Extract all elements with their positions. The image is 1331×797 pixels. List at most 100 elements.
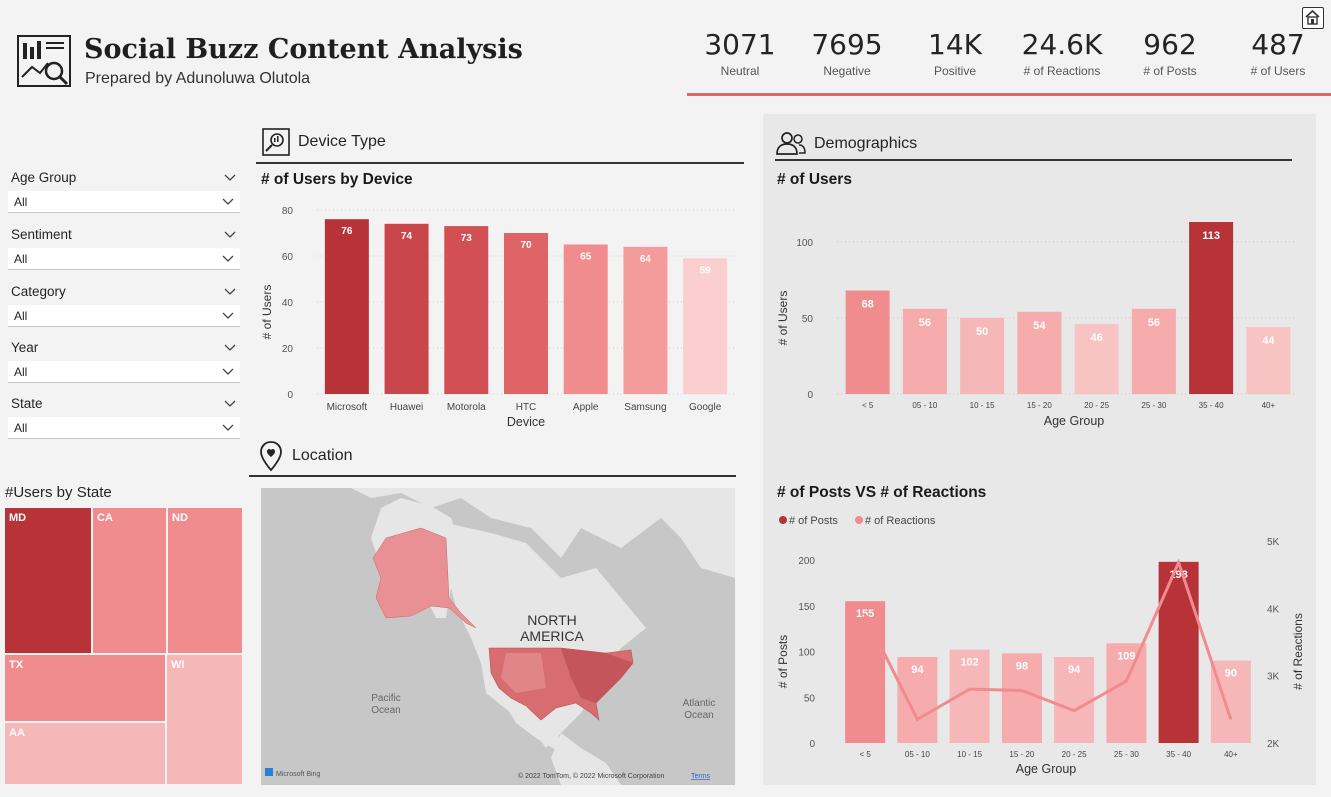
slicer-dropdown[interactable]: All	[8, 417, 240, 439]
bar[interactable]	[845, 290, 890, 394]
section-divider	[775, 159, 1292, 161]
y-axis-label: # of Users	[260, 285, 274, 340]
x-tick-label: Google	[689, 402, 722, 413]
data-label: 74	[401, 231, 413, 242]
map-region-alaska[interactable]	[372, 527, 477, 629]
bar[interactable]	[1054, 656, 1095, 743]
treemap-cell-wi[interactable]: WI	[166, 654, 243, 785]
bar[interactable]	[1189, 222, 1234, 394]
data-label: 44	[1262, 335, 1275, 347]
bar[interactable]	[960, 317, 1005, 394]
x-tick-label: Microsoft	[327, 402, 368, 413]
treemap-cell-label: TX	[9, 659, 24, 671]
bar[interactable]	[623, 246, 668, 394]
kpi-label: # of Reactions	[1023, 64, 1101, 78]
slicer-sentiment[interactable]: Sentiment All	[8, 224, 240, 270]
users-by-age-bar-chart: 0 50 100 68 < 5 56 05 - 10 50 10 - 15 54 15 - 20 46…	[776, 222, 1295, 428]
home-icon[interactable]	[1302, 7, 1324, 29]
map-label-ocean: Atlantic	[683, 698, 716, 709]
y-tick-label: 100	[798, 648, 815, 659]
treemap-cell-ca[interactable]: CA	[92, 507, 167, 654]
bar[interactable]	[1246, 327, 1291, 394]
legend-marker	[779, 516, 787, 524]
y-tick-label: 150	[798, 602, 815, 613]
bar[interactable]	[444, 226, 489, 394]
bar[interactable]	[324, 219, 369, 394]
treemap-cell-tx[interactable]: TX	[4, 654, 166, 722]
slicer-category[interactable]: Category All	[8, 281, 240, 327]
chevron-down-icon[interactable]	[222, 417, 234, 439]
data-label: 64	[640, 254, 652, 265]
chevron-down-icon[interactable]	[222, 248, 234, 270]
reactions-line[interactable]	[863, 558, 1233, 722]
y2-tick-label: 4K	[1267, 604, 1280, 615]
bar[interactable]	[683, 258, 728, 394]
legend-label[interactable]: # of Reactions	[865, 515, 936, 527]
slicer-dropdown[interactable]: All	[8, 191, 240, 213]
bar[interactable]	[1131, 308, 1176, 394]
kpi-users: 487 # of Users	[1223, 28, 1331, 78]
chevron-down-icon[interactable]	[224, 281, 236, 303]
slicer-age-group[interactable]: Age Group All	[8, 167, 240, 213]
treemap-cell-nd[interactable]: ND	[167, 507, 243, 654]
slicer-label: Age Group	[11, 170, 77, 185]
map-terms-link[interactable]: Terms	[691, 773, 711, 780]
slicer-dropdown[interactable]: All	[8, 361, 240, 383]
kpi-label: Positive	[933, 64, 977, 78]
chevron-down-icon[interactable]	[222, 191, 234, 213]
bing-logo-icon	[265, 768, 273, 776]
chevron-down-icon[interactable]	[224, 393, 236, 415]
x-tick-label: Apple	[573, 402, 599, 413]
bar[interactable]	[1210, 660, 1251, 743]
bar[interactable]	[1074, 323, 1119, 394]
data-label: 50	[976, 326, 988, 338]
section-divider	[256, 162, 744, 164]
device-search-icon	[262, 128, 290, 156]
bar[interactable]	[563, 244, 608, 395]
slicer-year[interactable]: Year All	[8, 337, 240, 383]
y-tick-label: 80	[282, 206, 294, 217]
bar[interactable]	[504, 233, 548, 394]
bar[interactable]	[897, 656, 938, 743]
slicer-value: All	[14, 252, 28, 266]
section-divider	[249, 475, 736, 477]
slicer-dropdown[interactable]: All	[8, 305, 240, 327]
chevron-down-icon[interactable]	[224, 337, 236, 359]
chevron-down-icon[interactable]	[224, 224, 236, 246]
location-map[interactable]: NORTH AMERICA Pacific Ocean Atlantic Oce…	[261, 488, 735, 785]
treemap-cell-md[interactable]: MD	[4, 507, 92, 654]
page-title: Social Buzz Content Analysis	[84, 34, 523, 65]
bar[interactable]	[902, 308, 947, 394]
treemap-cell-aa[interactable]: AA	[4, 722, 166, 785]
map-brand: Microsoft Bing	[276, 771, 320, 778]
y-tick-label: 0	[287, 390, 293, 401]
chevron-down-icon[interactable]	[224, 167, 236, 189]
map-copyright: © 2022 TomTom, © 2022 Microsoft Corporat…	[518, 772, 664, 780]
data-label: 94	[1068, 664, 1081, 676]
slicer-label: Sentiment	[11, 227, 72, 242]
y-tick-label: 0	[807, 390, 813, 401]
x-tick-label: Motorola	[447, 402, 486, 413]
chevron-down-icon[interactable]	[222, 361, 234, 383]
bar[interactable]	[1001, 653, 1042, 743]
y-tick-label: 20	[282, 344, 294, 355]
chart-title-posts-reactions: # of Posts VS # of Reactions	[777, 484, 987, 501]
bar[interactable]	[845, 601, 886, 743]
bar[interactable]	[1158, 561, 1199, 743]
bar[interactable]	[1106, 643, 1147, 743]
treemap-cell-label: AA	[9, 727, 25, 739]
legend-marker	[855, 516, 863, 524]
slicer-state[interactable]: State All	[8, 393, 240, 439]
chevron-down-icon[interactable]	[222, 305, 234, 327]
kpi-value: 487	[1251, 28, 1305, 61]
x-tick-label: < 5	[859, 750, 871, 759]
slicer-dropdown[interactable]: All	[8, 248, 240, 270]
kpi-negative: 7695 Negative	[792, 28, 902, 78]
x-axis-label: Age Group	[1044, 414, 1105, 428]
x-tick-label: 20 - 25	[1084, 401, 1109, 410]
legend-label[interactable]: # of Posts	[789, 515, 838, 527]
chart-title-users-age: # of Users	[777, 171, 852, 188]
bar[interactable]	[1017, 311, 1062, 394]
data-label: 102	[960, 657, 978, 669]
bar[interactable]	[384, 223, 429, 394]
